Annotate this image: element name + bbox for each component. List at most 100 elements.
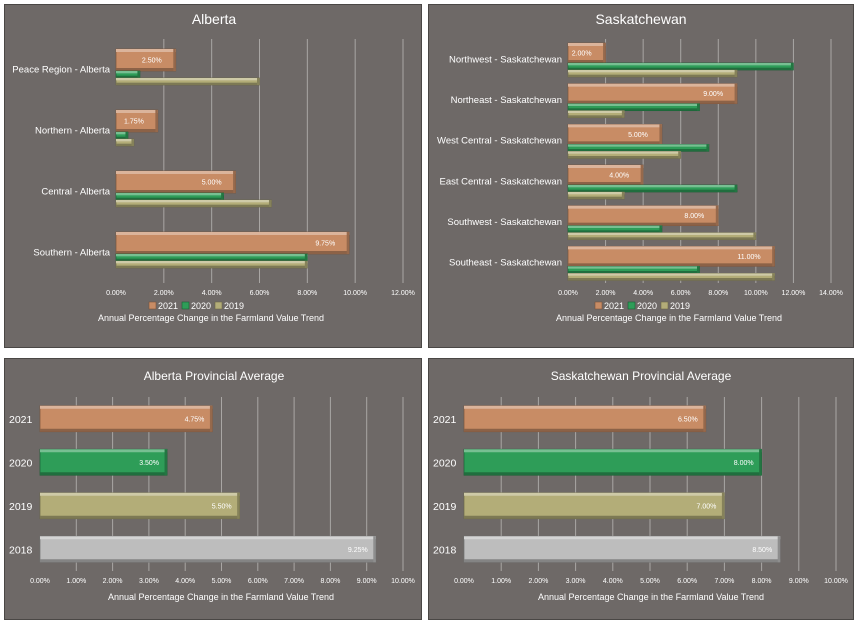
x-tick-label: 10.00% xyxy=(391,578,415,585)
category-label-2020: 2020 xyxy=(433,457,457,469)
x-tick-label: 10.00% xyxy=(744,290,768,297)
data-label-2021-northwest-saskatchewan: 2.00% xyxy=(572,51,592,58)
category-label-northwest-saskatchewan: Northwest - Saskatchewan xyxy=(449,54,562,65)
data-label-2019: 5.50% xyxy=(212,503,232,510)
x-tick-label: 4.00% xyxy=(633,290,653,297)
bar-2019-peace-region-alberta xyxy=(115,77,260,86)
svg-text:2019: 2019 xyxy=(224,301,244,311)
x-axis-title: Annual Percentage Change in the Farmland… xyxy=(556,313,782,323)
svg-text:2021: 2021 xyxy=(158,301,178,311)
bar-2021-east-central-saskatchewan xyxy=(567,164,644,186)
bar-2020-west-central-saskatchewan xyxy=(567,143,710,152)
bar-2019 xyxy=(39,492,240,520)
data-label-2020: 3.50% xyxy=(139,460,159,467)
x-tick-label: 3.00% xyxy=(139,578,159,585)
bar-2020-southwest-saskatchewan xyxy=(567,225,663,234)
legend-item-2020: 2020 xyxy=(627,301,657,311)
x-tick-label: 1.00% xyxy=(66,578,86,585)
data-label-2019: 7.00% xyxy=(697,503,717,510)
x-tick-label: 10.00% xyxy=(824,578,848,585)
category-label-northeast-saskatchewan: Northeast - Saskatchewan xyxy=(451,95,562,106)
svg-text:2020: 2020 xyxy=(191,301,211,311)
category-label-2020: 2020 xyxy=(9,457,33,469)
bar-2019-southeast-saskatchewan xyxy=(567,272,775,281)
x-tick-label: 8.00% xyxy=(320,578,340,585)
chart-title: Alberta Provincial Average xyxy=(144,369,285,383)
bar-2021-northeast-saskatchewan xyxy=(567,83,738,105)
data-label-2021-northeast-saskatchewan: 9.00% xyxy=(703,91,723,98)
bar-2019-east-central-saskatchewan xyxy=(567,191,625,200)
x-tick-label: 12.00% xyxy=(782,290,806,297)
x-tick-label: 4.00% xyxy=(175,578,195,585)
data-label-2020: 8.00% xyxy=(734,460,754,467)
data-label-2021-southern-alberta: 9.75% xyxy=(315,241,335,248)
svg-text:2020: 2020 xyxy=(637,301,657,311)
category-label-southwest-saskatchewan: Southwest - Saskatchewan xyxy=(447,217,562,228)
x-tick-label: 9.00% xyxy=(357,578,377,585)
bar-2021-southeast-saskatchewan xyxy=(567,245,775,267)
data-label-2021: 6.50% xyxy=(678,416,698,423)
bar-2020-east-central-saskatchewan xyxy=(567,184,738,193)
category-label-east-central-saskatchewan: East Central - Saskatchewan xyxy=(439,176,562,187)
bar-2021-peace-region-alberta xyxy=(115,48,177,72)
x-tick-label: 2.00% xyxy=(154,290,174,297)
bar-2018 xyxy=(39,535,377,563)
chart-title: Saskatchewan Provincial Average xyxy=(551,369,732,383)
category-label-central-alberta: Central - Alberta xyxy=(41,187,110,198)
chart-title: Alberta xyxy=(192,11,237,27)
chart-title: Saskatchewan xyxy=(595,11,686,27)
data-label-2021-southwest-saskatchewan: 8.00% xyxy=(684,213,704,220)
data-label-2021-east-central-saskatchewan: 4.00% xyxy=(609,173,629,180)
bar-2020 xyxy=(463,448,762,476)
svg-text:2019: 2019 xyxy=(670,301,690,311)
data-label-2021-northern-alberta: 1.75% xyxy=(124,119,144,126)
x-tick-label: 6.00% xyxy=(671,290,691,297)
bar-2019-central-alberta xyxy=(115,199,272,208)
x-tick-label: 14.00% xyxy=(819,290,843,297)
legend-item-2020: 2020 xyxy=(181,301,211,311)
bar-2019-southwest-saskatchewan xyxy=(567,232,757,241)
x-tick-label: 6.00% xyxy=(677,578,697,585)
category-label-west-central-saskatchewan: West Central - Saskatchewan xyxy=(437,136,562,147)
bar-2020-southern-alberta xyxy=(115,253,308,262)
x-axis-title: Annual Percentage Change in the Farmland… xyxy=(538,592,764,602)
legend-item-2021: 2021 xyxy=(594,301,624,311)
category-label-2018: 2018 xyxy=(433,544,457,556)
x-tick-label: 7.00% xyxy=(714,578,734,585)
x-tick-label: 6.00% xyxy=(248,578,268,585)
bar-2021-northern-alberta xyxy=(115,109,159,133)
legend-item-2021: 2021 xyxy=(148,301,178,311)
bar-2019-west-central-saskatchewan xyxy=(567,150,682,159)
x-tick-label: 2.00% xyxy=(596,290,616,297)
data-label-2021-peace-region-alberta: 2.50% xyxy=(142,58,162,65)
category-label-2021: 2021 xyxy=(433,414,457,426)
saskatchewan-average-chart-panel: Saskatchewan Provincial Average 0.00% 1.00… xyxy=(428,358,854,620)
x-tick-label: 4.00% xyxy=(202,290,222,297)
data-label-2021: 4.75% xyxy=(185,416,205,423)
bar-2019 xyxy=(463,492,725,520)
bar-2019-northern-alberta xyxy=(115,138,135,147)
x-tick-label: 8.00% xyxy=(297,290,317,297)
legend-item-2019: 2019 xyxy=(660,301,690,311)
data-label-2021-southeast-saskatchewan: 11.00% xyxy=(737,254,760,261)
bar-2021-northwest-saskatchewan xyxy=(567,42,606,64)
data-label-2018: 8.50% xyxy=(752,547,772,554)
bar-2021 xyxy=(39,405,213,433)
x-tick-label: 4.00% xyxy=(603,578,623,585)
svg-text:2021: 2021 xyxy=(604,301,624,311)
x-tick-label: 2.00% xyxy=(528,578,548,585)
bar-2020-central-alberta xyxy=(115,192,224,201)
legend-item-2019: 2019 xyxy=(214,301,244,311)
data-label-2018: 9.25% xyxy=(348,547,368,554)
bar-2021-southern-alberta xyxy=(115,231,350,255)
bar-2019-northwest-saskatchewan xyxy=(567,69,738,78)
bar-2021 xyxy=(463,405,707,433)
x-axis-title: Annual Percentage Change in the Farmland… xyxy=(98,313,324,323)
saskatchewan-average-chart: Saskatchewan Provincial Average 0.00% 1.00… xyxy=(433,369,848,602)
saskatchewan-chart-panel: Saskatchewan 0.00% 2.00% 4.00% 6.00% 8.00% 10.… xyxy=(428,4,854,348)
data-label-2021-west-central-saskatchewan: 5.00% xyxy=(628,132,648,139)
category-label-2019: 2019 xyxy=(9,501,33,513)
x-tick-label: 9.00% xyxy=(789,578,809,585)
category-label-southeast-saskatchewan: Southeast - Saskatchewan xyxy=(449,258,562,269)
bar-2019-northeast-saskatchewan xyxy=(567,110,625,119)
